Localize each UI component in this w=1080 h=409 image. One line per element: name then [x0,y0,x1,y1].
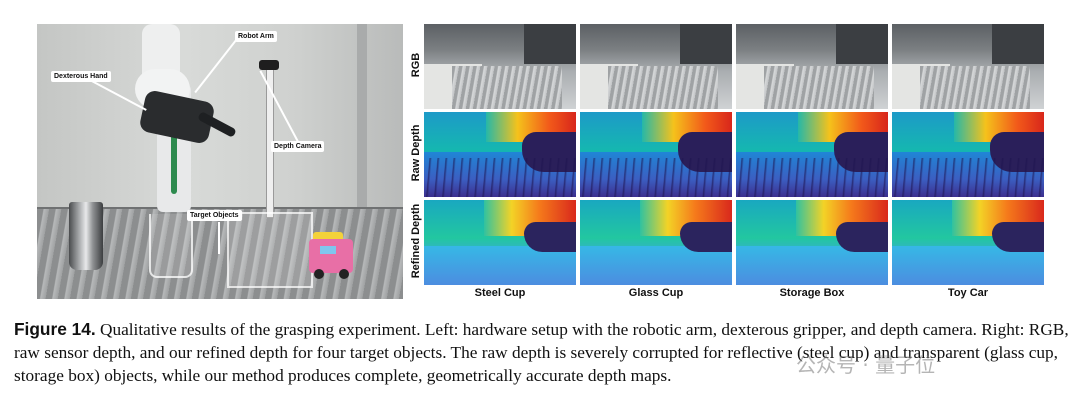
hardware-setup-photo: Robot Arm Dexterous Hand Depth Camera Ta… [37,24,403,299]
row-label-rgb: RGB [410,52,422,78]
robot-cable [171,134,177,194]
glass-cup-object [149,214,193,278]
rgb-storage-box [736,24,888,109]
callout-robot-arm: Robot Arm [235,31,277,42]
column-label-storage-box: Storage Box [779,287,845,299]
refined-depth-storage-box [736,200,888,285]
raw-depth-steel-cup [424,112,576,197]
callout-depth-camera: Depth Camera [271,141,325,152]
toy-car-object [309,239,353,273]
rgb-steel-cup [424,24,576,109]
figure-number: Figure 14. [14,319,96,339]
column-label-glass-cup: Glass Cup [628,287,684,299]
depth-camera-shape [259,60,279,70]
callout-target-objects: Target Objects [187,210,242,221]
rgb-glass-cup [580,24,732,109]
column-label-steel-cup: Steel Cup [474,287,526,299]
toy-car-roof [313,232,343,242]
toy-car-wheel [339,269,349,279]
steel-cup-object [69,202,103,270]
caption-text: Qualitative results of the grasping expe… [14,320,1069,385]
watermark: 公众号 · 量子位 [796,353,936,377]
raw-depth-glass-cup [580,112,732,197]
lab-wall [37,24,403,214]
callout-line-target-objects [218,222,220,254]
column-label-toy-car: Toy Car [947,287,989,299]
figure-caption: Figure 14. Qualitative results of the gr… [14,318,1074,387]
callout-dexterous-hand: Dexterous Hand [51,71,111,82]
toy-car-wheel [314,269,324,279]
refined-depth-glass-cup [580,200,732,285]
raw-depth-toy-car [892,112,1044,197]
rgb-toy-car [892,24,1044,109]
row-label-refined-depth: Refined Depth [410,203,422,279]
row-label-raw-depth: Raw Depth [410,124,422,182]
wall-pipe [357,24,367,214]
refined-depth-toy-car [892,200,1044,285]
raw-depth-storage-box [736,112,888,197]
toy-car-window [320,246,336,254]
refined-depth-steel-cup [424,200,576,285]
storage-box-object [227,212,313,288]
